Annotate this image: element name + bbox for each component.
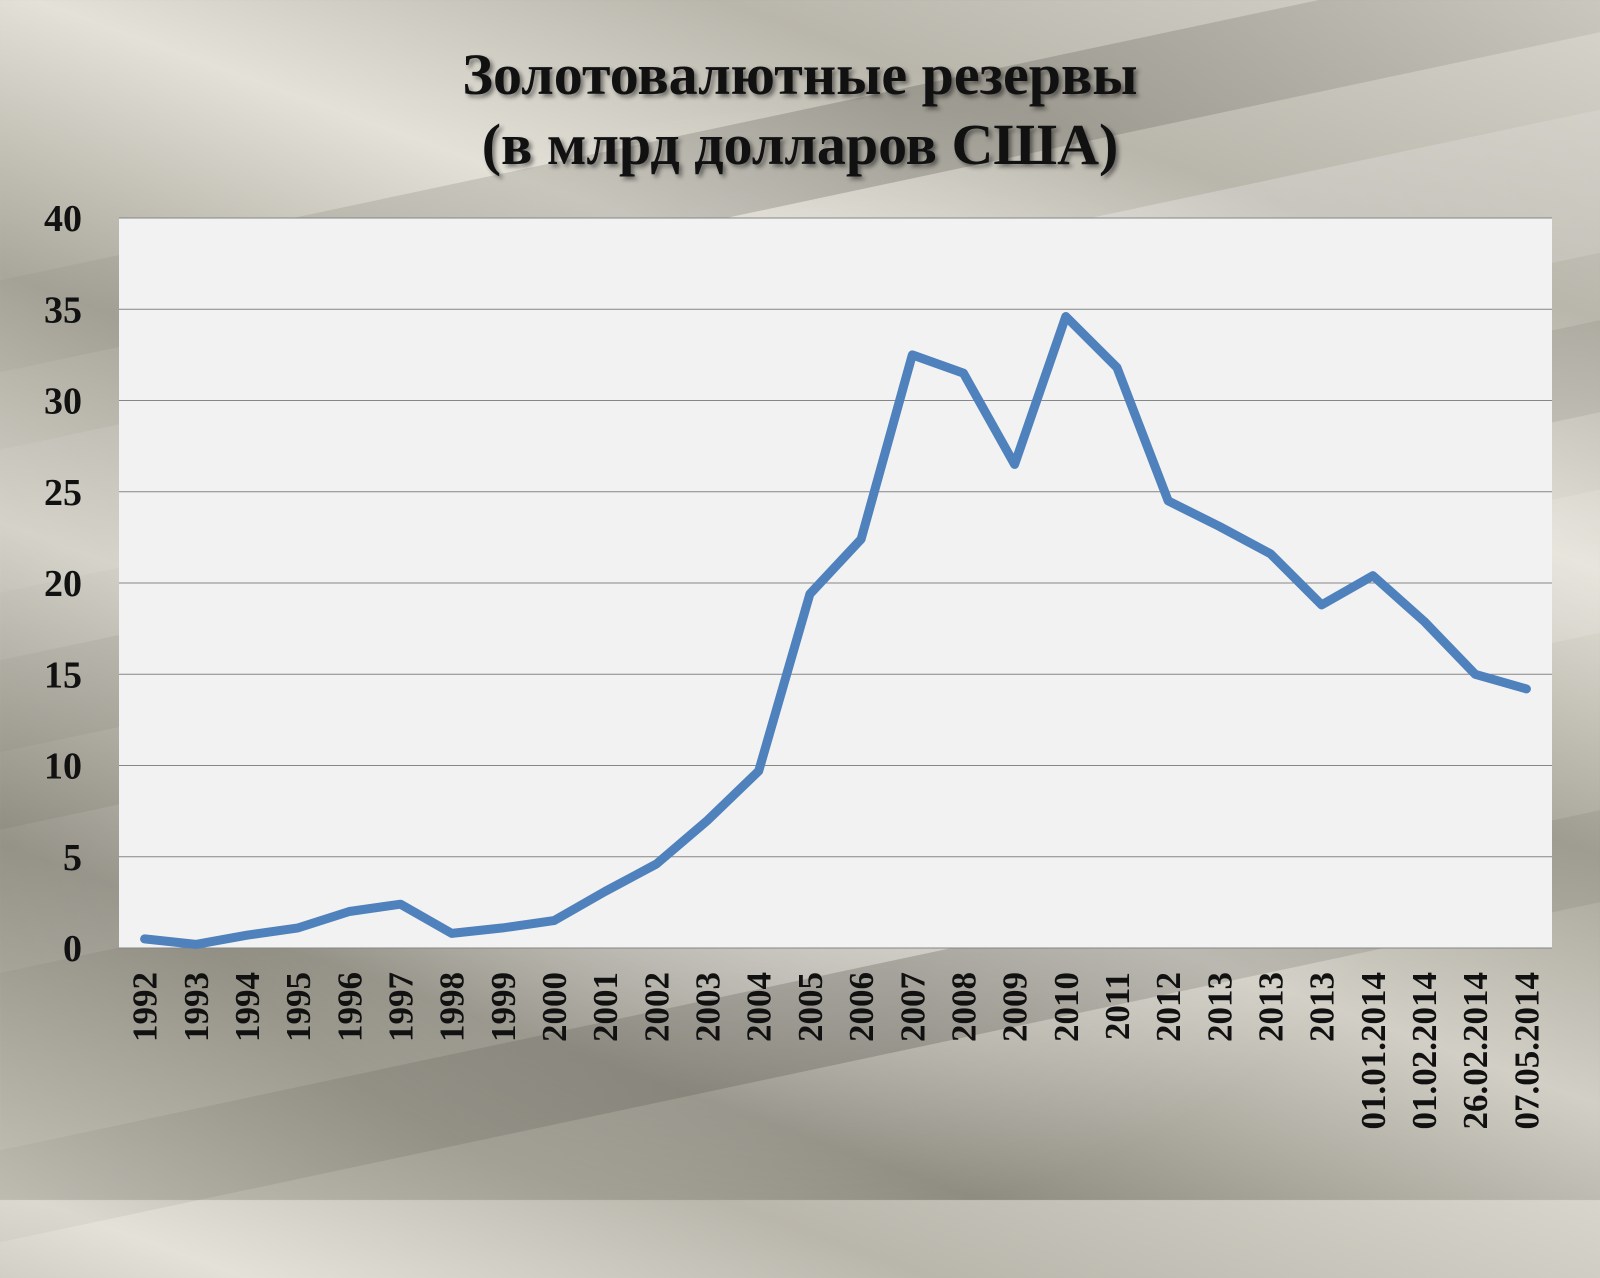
chart-title: Золотовалютные резервы (в млрд долларов …: [0, 40, 1600, 180]
x-axis-tick-labels: 1992 1993 1994 1995 1996 1997 1998 1999 2000 2001…: [126, 972, 1547, 1130]
x-tick-label: 01.01.2014: [1354, 972, 1393, 1130]
data-point: [1268, 551, 1273, 556]
data-point: [1524, 686, 1529, 691]
data-point: [398, 902, 403, 907]
series-group: [140, 312, 1531, 949]
gridlines: [119, 217, 1552, 949]
data-point: [244, 933, 249, 938]
data-point: [1012, 462, 1017, 467]
data-point: [807, 591, 812, 596]
data-point: [603, 889, 608, 894]
x-tick-label: 2003: [689, 972, 728, 1042]
x-tick-label: 2013: [1303, 972, 1342, 1042]
data-point: [500, 925, 505, 930]
x-tick-label: 2007: [893, 972, 932, 1042]
x-tick-label: 2006: [842, 972, 881, 1042]
x-tick-label: 2010: [1047, 972, 1086, 1042]
y-tick-label: 30: [44, 381, 82, 423]
y-tick-label: 20: [44, 563, 82, 605]
x-tick-label: 1993: [177, 972, 216, 1042]
data-point: [756, 768, 761, 773]
x-tick-label: 1996: [330, 972, 369, 1042]
data-point: [449, 931, 454, 936]
data-point: [961, 371, 966, 376]
chart-title-line-2: (в млрд долларов США): [481, 112, 1119, 177]
x-tick-label: 1992: [126, 972, 165, 1042]
x-tick-label: 1997: [381, 972, 420, 1042]
data-point: [1319, 602, 1324, 607]
x-tick-label: 1995: [279, 972, 318, 1042]
x-tick-label: 2001: [586, 972, 625, 1042]
x-tick-label: 2011: [1098, 972, 1137, 1040]
x-tick-label: 2002: [637, 972, 676, 1042]
data-point: [1063, 314, 1068, 319]
data-point: [1114, 365, 1119, 370]
data-point: [859, 537, 864, 542]
data-point: [910, 352, 915, 357]
data-point: [654, 862, 659, 867]
data-point: [1370, 573, 1375, 578]
y-tick-label: 35: [44, 289, 82, 331]
data-point: [193, 942, 198, 947]
y-axis-tick-labels: 0 5 10 15 20 25 30 35 40: [44, 198, 82, 970]
y-tick-label: 15: [44, 654, 82, 696]
y-tick-label: 0: [63, 928, 82, 970]
data-point: [347, 909, 352, 914]
x-tick-label: 2004: [740, 972, 779, 1042]
data-point: [1166, 498, 1171, 503]
series-line: [140, 312, 1531, 949]
y-tick-label: 10: [44, 746, 82, 788]
x-tick-label: 2012: [1149, 972, 1188, 1042]
x-tick-label: 1994: [228, 972, 267, 1042]
x-tick-label: 1998: [433, 972, 472, 1042]
x-tick-label: 2009: [996, 972, 1035, 1042]
y-tick-label: 25: [44, 472, 82, 514]
x-tick-label: 07.05.2014: [1507, 972, 1546, 1130]
x-tick-label: 2008: [944, 972, 983, 1042]
data-point: [1217, 524, 1222, 529]
y-tick-label: 5: [63, 837, 82, 879]
x-tick-label: 1999: [484, 972, 523, 1042]
x-tick-label: 2013: [1252, 972, 1291, 1042]
data-point: [552, 918, 557, 923]
data-point: [705, 818, 710, 823]
data-point: [296, 925, 301, 930]
x-tick-label: 2000: [535, 972, 574, 1042]
x-tick-label: 2005: [791, 972, 830, 1042]
x-tick-label: 2013: [1200, 972, 1239, 1042]
data-point: [1473, 672, 1478, 677]
data-point: [142, 936, 147, 941]
data-point: [1422, 619, 1427, 624]
y-tick-label: 40: [44, 198, 82, 240]
x-tick-label: 01.02.2014: [1405, 972, 1444, 1130]
chart-title-line-1: Золотовалютные резервы: [462, 42, 1138, 107]
x-tick-label: 26.02.2014: [1456, 972, 1495, 1130]
